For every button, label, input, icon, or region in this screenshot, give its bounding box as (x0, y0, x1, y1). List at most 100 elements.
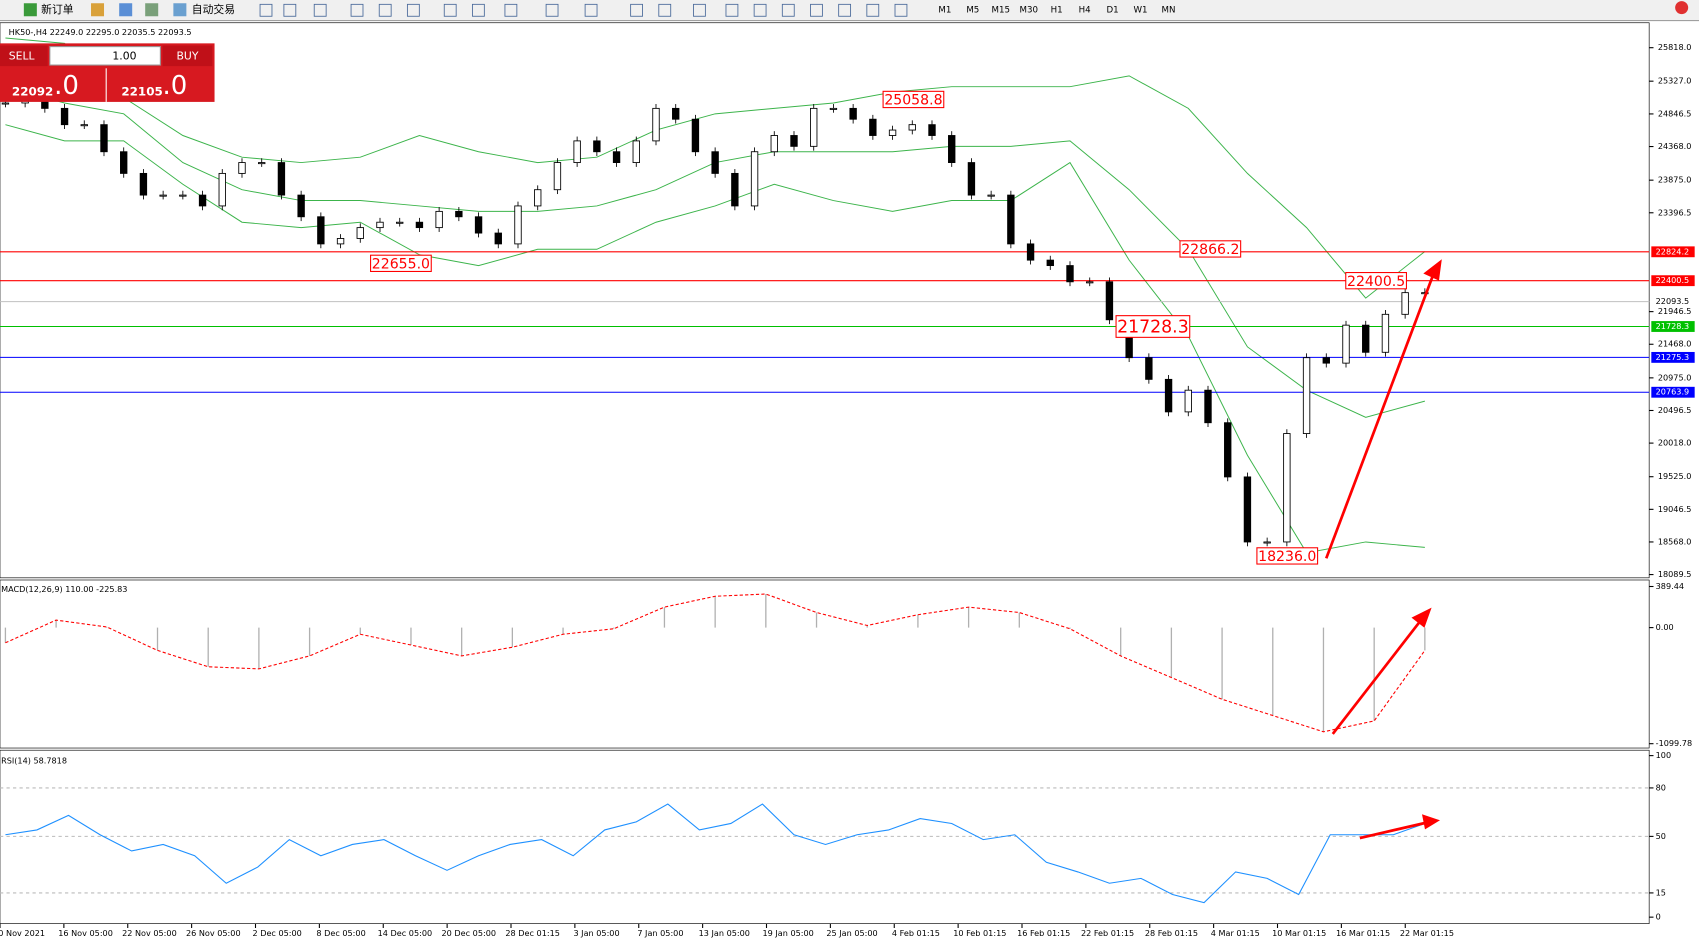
buy-price[interactable]: 22105 (121, 85, 162, 99)
tool-icon[interactable] (725, 3, 739, 17)
candle-body (1066, 265, 1074, 283)
tool-icon[interactable] (283, 3, 297, 17)
y-tick-label: 18568.0 (1658, 536, 1692, 546)
candle-body (928, 124, 936, 136)
timeframe-button[interactable]: H1 (1051, 5, 1063, 15)
candle-body (534, 189, 542, 207)
timeframe-button[interactable]: M1 (938, 5, 951, 15)
price-level-label: 22400.5 (1656, 275, 1690, 285)
lots-input[interactable] (49, 46, 161, 66)
candle-body (297, 194, 305, 218)
candle-body (100, 124, 108, 153)
sell-label[interactable]: SELL (9, 49, 35, 62)
x-tick-label: 16 Nov 05:00 (58, 928, 113, 938)
new-order[interactable]: 新订单 (41, 2, 74, 16)
annotation-box (370, 254, 432, 273)
tool-icon[interactable] (350, 3, 364, 17)
y-tick-label: 20975.0 (1658, 372, 1692, 382)
icon[interactable] (91, 3, 105, 17)
sell-button[interactable] (0, 45, 48, 67)
candle-body (1362, 324, 1370, 353)
tool-icon[interactable] (471, 3, 485, 17)
candle-body (1283, 433, 1291, 543)
timeframe-button[interactable]: M30 (1019, 5, 1037, 15)
y-tick-label: 80 (1656, 782, 1666, 792)
icon[interactable] (145, 3, 159, 17)
new-order-icon[interactable] (23, 3, 37, 17)
price-level-tag (1651, 321, 1695, 332)
candle-body (869, 118, 877, 136)
annotation: 22400.5 (1347, 274, 1405, 290)
auto-trading[interactable]: 自动交易 (192, 2, 235, 16)
candle-body (238, 162, 246, 174)
timeframe-button[interactable]: W1 (1134, 5, 1148, 15)
x-tick-label: 14 Dec 05:00 (378, 928, 433, 938)
timeframe-button[interactable]: M15 (992, 5, 1010, 15)
tool-icon[interactable] (504, 3, 518, 17)
tool-icon[interactable] (259, 3, 273, 17)
candle-body (593, 140, 601, 153)
auto-trading-icon[interactable] (173, 3, 187, 17)
icon[interactable] (119, 3, 133, 17)
tool-icon[interactable] (584, 3, 598, 17)
tool-icon[interactable] (838, 3, 852, 17)
sell-price-frac[interactable]: .0 (54, 71, 79, 101)
candle-body (691, 118, 700, 153)
timeframe-button[interactable]: M5 (966, 5, 979, 15)
tool-icon[interactable] (894, 3, 908, 17)
y-tick-label: 0.00 (1656, 622, 1674, 632)
tool-icon[interactable] (866, 3, 880, 17)
price-level-tag (1651, 275, 1695, 287)
candle-body (474, 216, 483, 234)
tool-icon[interactable] (406, 3, 420, 17)
y-tick-label: 100 (1656, 750, 1671, 760)
candle-body (336, 238, 345, 245)
candle-body (396, 221, 404, 224)
candle-body (750, 151, 759, 207)
tool-icon[interactable] (693, 3, 706, 17)
x-tick-label: 22 Mar 01:15 (1400, 928, 1454, 938)
x-tick-label: 13 Jan 05:00 (699, 928, 750, 938)
candle-body (494, 232, 502, 245)
trend-arrows (1324, 259, 1442, 840)
y-tick-label: 389.44 (1656, 581, 1684, 591)
arrow (1331, 617, 1424, 735)
arrow-head (1411, 607, 1432, 628)
macd-frame (0, 579, 1650, 749)
candle-body (770, 135, 778, 153)
candle-body (810, 107, 818, 147)
buy-price-frac[interactable]: .0 (163, 71, 188, 101)
annotation: 18236.0 (1258, 549, 1316, 565)
notifications[interactable] (1675, 1, 1689, 15)
annotation-box (1256, 547, 1319, 565)
candle-body (1243, 476, 1252, 543)
candle-body (258, 162, 266, 165)
buy-label[interactable]: BUY (176, 49, 198, 62)
tool-icon[interactable] (378, 3, 392, 17)
macd-signal-line (5, 593, 1426, 733)
lots-value[interactable]: 1.00 (112, 49, 136, 62)
tool-icon[interactable] (545, 3, 559, 17)
candle-body (1224, 422, 1232, 478)
x-tick-label: 0 Nov 2021 (0, 928, 45, 938)
x-tick-label: 20 Dec 05:00 (442, 928, 497, 938)
sell-price[interactable]: 22092 (12, 85, 53, 99)
tool-icon[interactable] (810, 3, 823, 17)
candle-body (1204, 389, 1212, 424)
candle-body (1026, 243, 1035, 261)
timeframe-button[interactable]: H4 (1079, 5, 1092, 15)
timeframe-button[interactable]: D1 (1106, 5, 1118, 15)
tool-icon[interactable] (781, 3, 795, 17)
candle-body (1105, 281, 1114, 321)
tool-icon[interactable] (658, 3, 672, 17)
timeframe-button[interactable]: MN (1162, 5, 1176, 15)
buy-button[interactable] (162, 45, 213, 67)
tool-icon[interactable] (313, 3, 327, 17)
tool-icon[interactable] (443, 3, 457, 17)
candle-body (1322, 357, 1330, 364)
price-level-tag (1651, 351, 1695, 363)
tool-icon[interactable] (753, 3, 767, 17)
tool-icon[interactable] (630, 3, 643, 17)
